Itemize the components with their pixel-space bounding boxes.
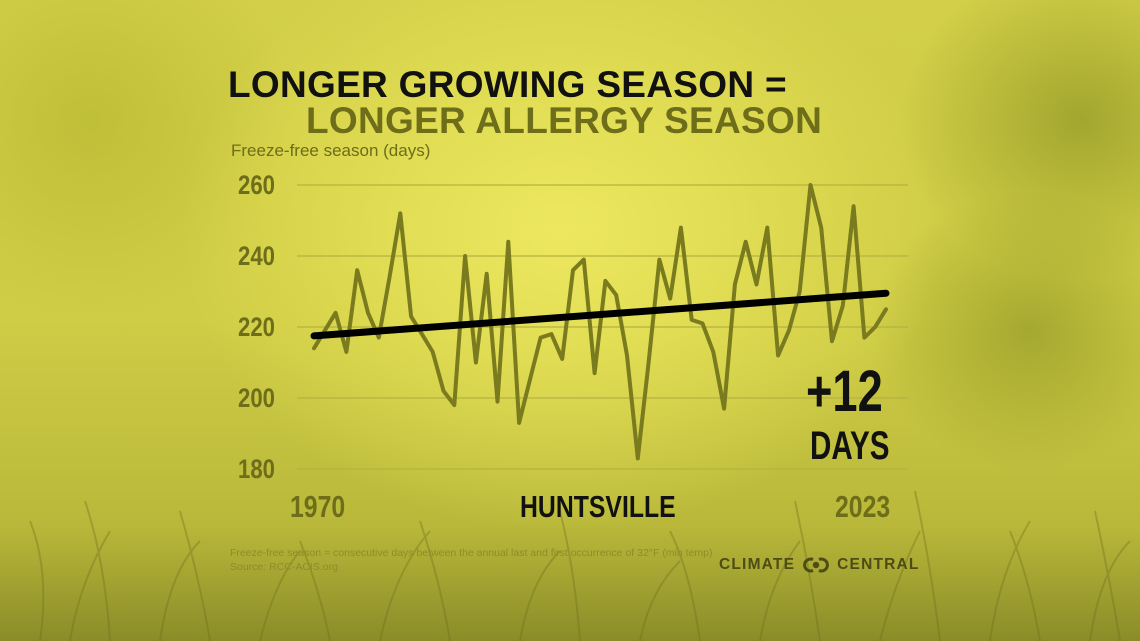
trend-line: [310, 289, 890, 340]
freeze-free-season-line: [312, 183, 888, 461]
change-value: +12: [806, 359, 883, 424]
footnote-definition: Freeze-free season = consecutive days be…: [230, 547, 713, 559]
brand-right: CENTRAL: [837, 556, 920, 573]
brand-left: CLIMATE: [719, 556, 796, 573]
y-axis-label: Freeze-free season (days): [231, 141, 431, 160]
chart-title-line1: LONGER GROWING SEASON =: [228, 64, 787, 105]
climate-central-logo: CLIMATE CENTRAL: [719, 556, 920, 574]
y-tick-180: 180: [238, 454, 275, 484]
location-label: HUNTSVILLE: [520, 489, 676, 524]
x-tick-start: 1970: [290, 489, 346, 524]
change-unit: DAYS: [810, 424, 890, 468]
footnote: Freeze-free season = consecutive days be…: [230, 546, 713, 574]
y-tick-260: 260: [238, 170, 275, 200]
x-tick-end: 2023: [835, 489, 891, 524]
climate-central-logo-icon: [803, 557, 830, 573]
footnote-source: Source: RCC-ACIS.org: [230, 561, 338, 573]
y-tick-240: 240: [238, 241, 275, 271]
y-tick-220: 220: [238, 312, 275, 342]
gridlines: [297, 184, 908, 470]
y-tick-200: 200: [238, 383, 275, 413]
chart-title-line2: LONGER ALLERGY SEASON: [306, 100, 823, 141]
